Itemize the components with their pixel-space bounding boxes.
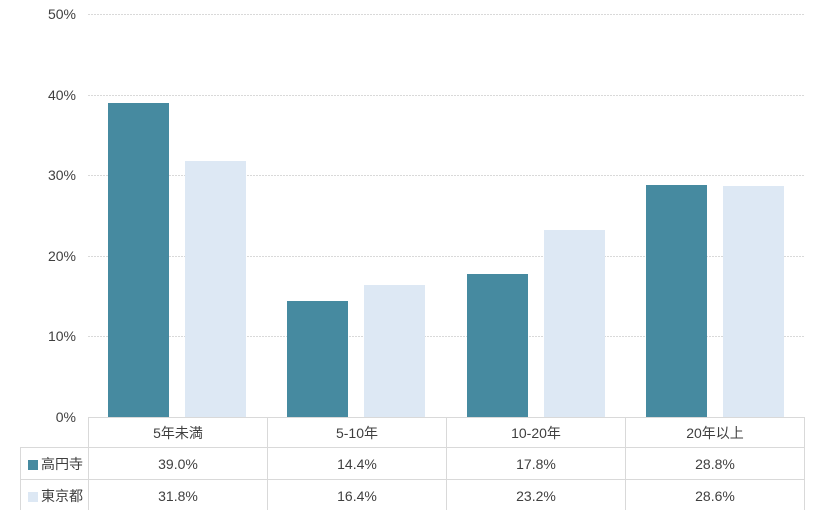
gridline (88, 336, 805, 337)
value-cell: 39.0% (88, 447, 268, 480)
category-header: 20年以上 (625, 417, 805, 448)
category-header-row: 5年未満 5-10年 10-20年 20年以上 (21, 417, 805, 448)
bar-series2-cat4 (723, 186, 784, 417)
value-cell: 14.4% (267, 447, 447, 480)
y-tick-label: 50% (47, 6, 76, 22)
bar-series2-cat1 (185, 161, 246, 417)
value-cell: 31.8% (88, 479, 268, 510)
bar-series2-cat2 (364, 285, 425, 417)
legend-item-series2: 東京都 (20, 479, 89, 510)
bar-series1-cat4 (646, 185, 707, 417)
gridline (88, 14, 805, 15)
data-table: 5年未満 5-10年 10-20年 20年以上 高円寺 39.0% 14.4% … (20, 417, 805, 510)
y-tick-label: 40% (47, 87, 76, 103)
y-axis: 0% 10% 20% 30% 40% 50% (0, 0, 76, 425)
legend-marker-series2-icon (28, 491, 38, 502)
y-tick-label: 10% (47, 328, 76, 344)
y-tick-label: 30% (47, 167, 76, 183)
y-tick-label: 0% (55, 409, 76, 425)
legend-label-series1: 高円寺 (41, 455, 83, 472)
gridline (88, 256, 805, 257)
bar-series1-cat1 (108, 103, 169, 417)
value-cell: 16.4% (267, 479, 447, 510)
value-cell: 28.8% (625, 447, 805, 480)
plot-area (88, 0, 805, 417)
y-tick-label: 20% (47, 248, 76, 264)
value-cell: 17.8% (446, 447, 626, 480)
bar-series2-cat3 (544, 230, 605, 417)
legend-marker-series1-icon (28, 459, 38, 470)
category-header: 5-10年 (267, 417, 447, 448)
bar-series1-cat2 (287, 301, 348, 417)
value-cell: 23.2% (446, 479, 626, 510)
gridline (88, 95, 805, 96)
category-header: 5年未満 (88, 417, 268, 448)
value-cell: 28.6% (625, 479, 805, 510)
legend-label-series2: 東京都 (41, 487, 83, 504)
series-row-1: 高円寺 39.0% 14.4% 17.8% 28.8% (20, 447, 805, 480)
bar-series1-cat3 (467, 274, 528, 417)
table-corner-blank (21, 418, 89, 448)
category-header: 10-20年 (446, 417, 626, 448)
legend-item-series1: 高円寺 (20, 447, 89, 480)
gridline (88, 175, 805, 176)
series-row-2: 東京都 31.8% 16.4% 23.2% 28.6% (20, 479, 805, 510)
